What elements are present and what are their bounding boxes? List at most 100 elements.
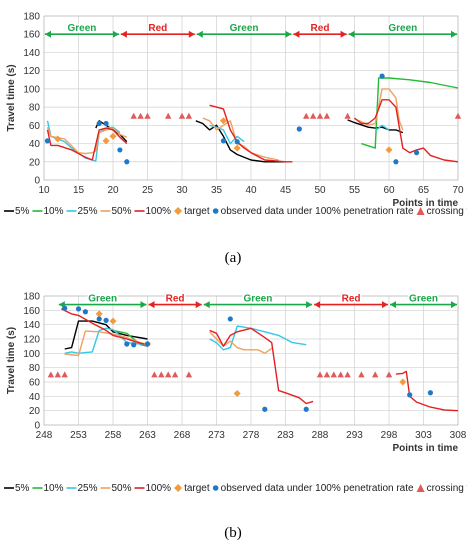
phase-label: Green bbox=[388, 23, 417, 34]
x-tick-label: 288 bbox=[312, 430, 329, 441]
y-tick-label: 40 bbox=[29, 139, 41, 150]
y-tick-label: 180 bbox=[23, 12, 40, 23]
x-tick-label: 30 bbox=[176, 185, 188, 196]
legend-label: 5% bbox=[15, 206, 30, 217]
crossing-vehicle-marker bbox=[178, 112, 186, 119]
x-tick-label: 15 bbox=[73, 185, 85, 196]
phase-arrowhead-right bbox=[140, 301, 147, 309]
legend-swatch-observed bbox=[212, 485, 219, 491]
legend-label: target bbox=[184, 483, 210, 494]
observed-data-marker bbox=[227, 316, 233, 322]
crossing-vehicle-marker bbox=[358, 371, 365, 378]
chart-panel-a: 0 20 40 60 80 100 120 140 160 180 10 15 20 25 30 35 40 45… bbox=[4, 12, 467, 266]
crossing-vehicle-marker bbox=[158, 371, 165, 378]
phase-arrowhead-left bbox=[348, 30, 355, 38]
legend-label: observed data under 100% penetration rat… bbox=[221, 483, 414, 494]
legend-label: 50% bbox=[111, 483, 131, 494]
y-tick-label: 160 bbox=[23, 30, 40, 41]
plot-area bbox=[43, 15, 459, 181]
observed-data-marker bbox=[131, 342, 137, 348]
observed-data-marker bbox=[117, 147, 123, 153]
y-tick-label: 80 bbox=[29, 363, 41, 374]
legend-label: 100% bbox=[146, 206, 172, 217]
x-tick-label: 10 bbox=[38, 185, 50, 196]
x-tick-label: 50 bbox=[314, 185, 326, 196]
observed-data-marker bbox=[75, 306, 82, 312]
target-marker bbox=[102, 137, 110, 145]
legend-label: 50% bbox=[111, 206, 131, 217]
target-marker bbox=[233, 389, 241, 397]
series-line-s5 bbox=[64, 320, 148, 350]
observed-data-marker bbox=[407, 392, 413, 398]
phase-label: Green bbox=[88, 294, 117, 305]
y-tick-label: 20 bbox=[29, 157, 41, 168]
crossing-vehicle-marker bbox=[171, 371, 179, 378]
crossing-vehicle-marker bbox=[165, 112, 172, 119]
phase-arrowhead-left bbox=[293, 30, 300, 38]
y-tick-label: 160 bbox=[23, 306, 40, 317]
observed-data-marker bbox=[296, 126, 302, 132]
plot-area bbox=[43, 295, 459, 426]
legend-swatch-observed bbox=[212, 208, 219, 214]
phase-label: Red bbox=[166, 294, 185, 305]
crossing-vehicle-marker bbox=[454, 112, 462, 119]
legend-label: crossing vehicle bbox=[427, 483, 467, 494]
x-tick-label: 298 bbox=[381, 430, 398, 441]
x-tick-label: 293 bbox=[346, 430, 363, 441]
y-tick-label: 0 bbox=[34, 421, 40, 432]
crossing-vehicle-marker bbox=[144, 112, 151, 119]
phase-arrowhead-left bbox=[203, 301, 210, 309]
target-marker bbox=[109, 317, 117, 325]
target-marker bbox=[109, 132, 117, 140]
phase-arrowhead-right bbox=[306, 301, 313, 309]
x-tick-label: 248 bbox=[36, 430, 53, 441]
y-tick-label: 20 bbox=[29, 406, 41, 417]
observed-data-marker bbox=[124, 159, 130, 165]
x-tick-label: 273 bbox=[208, 430, 225, 441]
x-tick-label: 303 bbox=[415, 430, 432, 441]
crossing-vehicle-marker bbox=[130, 112, 137, 119]
x-tick-label: 60 bbox=[383, 185, 395, 196]
x-tick-label: 278 bbox=[243, 430, 260, 441]
crossing-vehicle-marker bbox=[47, 371, 55, 378]
observed-data-marker bbox=[220, 138, 226, 144]
x-tick-label: 40 bbox=[245, 185, 257, 196]
series-line-s10 bbox=[361, 77, 459, 149]
observed-data-marker bbox=[303, 406, 309, 412]
x-tick-label: 45 bbox=[280, 185, 292, 196]
series-line-s100 bbox=[209, 327, 314, 405]
x-tick-label: 70 bbox=[452, 185, 464, 196]
phase-arrowhead-right bbox=[451, 301, 457, 309]
observed-data-marker bbox=[234, 139, 240, 145]
series-line-s25 bbox=[374, 124, 390, 132]
crossing-vehicle-marker bbox=[316, 112, 324, 119]
series-line-s50 bbox=[64, 330, 148, 357]
x-tick-label: 308 bbox=[450, 430, 467, 441]
y-tick-label: 60 bbox=[29, 378, 41, 389]
phase-arrowhead-right bbox=[195, 301, 202, 309]
legend-swatch-crossing bbox=[416, 207, 425, 215]
phase-label: Red bbox=[148, 23, 167, 34]
x-tick-label: 20 bbox=[107, 185, 119, 196]
phase-arrowhead-left bbox=[390, 301, 396, 309]
legend-label: 10% bbox=[43, 206, 63, 217]
y-tick-label: 180 bbox=[23, 292, 40, 303]
phase-arrowhead-left bbox=[45, 30, 51, 38]
legend-label: target bbox=[184, 206, 210, 217]
crossing-vehicle-marker bbox=[185, 112, 193, 119]
crossing-vehicle-marker bbox=[323, 112, 331, 119]
legend-label: crossing vehicle bbox=[427, 206, 467, 217]
x-axis-title: Points in time bbox=[392, 198, 458, 209]
phase-arrowhead-right bbox=[340, 30, 347, 38]
phase-arrowhead-right bbox=[188, 30, 195, 38]
observed-data-marker bbox=[124, 341, 130, 347]
series-line-s100 bbox=[209, 104, 293, 163]
crossing-vehicle-marker bbox=[54, 371, 61, 378]
observed-data-marker bbox=[103, 120, 109, 127]
observed-data-marker bbox=[414, 150, 420, 156]
series-line-s50 bbox=[209, 331, 273, 354]
y-axis-title: Travel time (s) bbox=[6, 64, 17, 131]
legend-label: 100% bbox=[146, 483, 172, 494]
phase-arrowhead-left bbox=[148, 301, 155, 309]
